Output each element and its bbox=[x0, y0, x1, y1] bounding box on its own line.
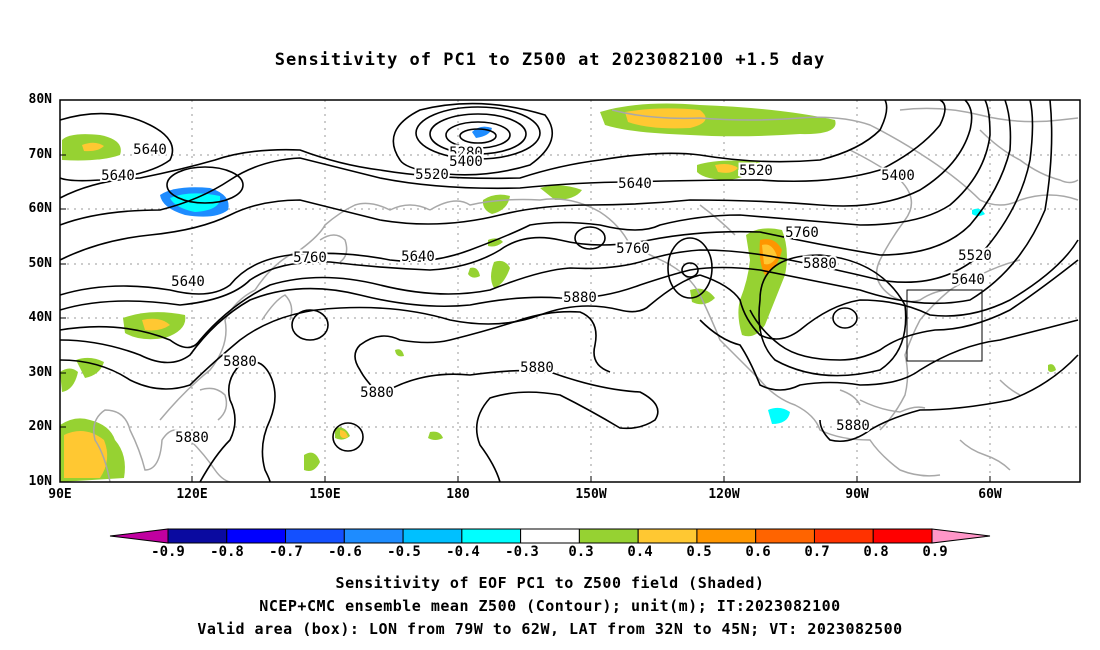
frame-ticks bbox=[60, 154, 991, 482]
colorbar-label: -0.5 bbox=[387, 544, 421, 560]
lat-label: 30N bbox=[28, 365, 52, 380]
colorbar-swatch bbox=[402, 528, 463, 544]
colorbar-swatch bbox=[637, 528, 698, 544]
colorbar-swatch bbox=[167, 528, 228, 544]
contour-label: 5400 bbox=[449, 154, 483, 170]
colorbar-label: -0.4 bbox=[446, 544, 480, 560]
contour-label: 5520 bbox=[415, 167, 449, 183]
lat-label: 70N bbox=[28, 147, 52, 162]
colorbar-label: 0.3 bbox=[568, 544, 594, 560]
contour-labels: 5280 5400 5520 5640 5640 5640 5640 5760 … bbox=[99, 140, 994, 448]
colorbar-label: -0.7 bbox=[269, 544, 303, 560]
contour-label: 5520 bbox=[958, 248, 992, 264]
colorbar-swatch bbox=[226, 528, 287, 544]
colorbar-label: 0.9 bbox=[922, 544, 948, 560]
colorbar-arrow-low bbox=[109, 528, 169, 544]
contour-label: 5880 bbox=[563, 290, 597, 306]
colorbar-label: 0.4 bbox=[627, 544, 653, 560]
colorbar-swatch bbox=[461, 528, 522, 544]
lat-label: 50N bbox=[28, 256, 52, 271]
contour-label: 5640 bbox=[101, 168, 135, 184]
contour-label: 5880 bbox=[520, 360, 554, 376]
colorbar-swatch bbox=[696, 528, 757, 544]
lat-label: 20N bbox=[28, 419, 52, 434]
lon-label: 90E bbox=[48, 487, 72, 502]
z500-contours bbox=[59, 99, 1079, 483]
colorbar-swatch bbox=[578, 528, 639, 544]
lat-label: 40N bbox=[28, 310, 52, 325]
lat-label: 60N bbox=[28, 201, 52, 216]
contour-label: 5880 bbox=[175, 430, 209, 446]
colorbar-label: -0.3 bbox=[505, 544, 539, 560]
colorbar-swatch bbox=[813, 528, 874, 544]
lon-label: 150E bbox=[309, 487, 341, 502]
contour-label: 5640 bbox=[171, 274, 205, 290]
caption-line-3: Valid area (box): LON from 79W to 62W, L… bbox=[197, 620, 903, 638]
colorbar-label: 0.7 bbox=[804, 544, 830, 560]
contour-label: 5880 bbox=[223, 354, 257, 370]
colorbar-label: -0.6 bbox=[328, 544, 362, 560]
colorbar bbox=[109, 528, 991, 544]
lat-label: 10N bbox=[28, 474, 52, 489]
lon-label: 60W bbox=[978, 487, 1002, 502]
colorbar-label: 0.5 bbox=[686, 544, 712, 560]
colorbar-swatch bbox=[520, 528, 580, 544]
colorbar-label: 0.6 bbox=[745, 544, 771, 560]
contour-label: 5280 bbox=[449, 145, 483, 161]
lon-label: 120E bbox=[176, 487, 208, 502]
contour-label: 5760 bbox=[293, 250, 327, 266]
contour-label: 5640 bbox=[618, 176, 652, 192]
contour-label: 5640 bbox=[951, 272, 985, 288]
colorbar-label: 0.8 bbox=[863, 544, 889, 560]
lon-label: 180 bbox=[446, 487, 470, 502]
contour-label: 5520 bbox=[739, 163, 773, 179]
lon-label: 90W bbox=[845, 487, 869, 502]
contour-label: 5760 bbox=[616, 241, 650, 257]
caption-line-2: NCEP+CMC ensemble mean Z500 (Contour); u… bbox=[259, 597, 841, 615]
lon-label: 150W bbox=[575, 487, 607, 502]
caption-line-1: Sensitivity of EOF PC1 to Z500 field (Sh… bbox=[335, 574, 765, 592]
map-frame bbox=[59, 99, 1081, 483]
colorbar-label: -0.9 bbox=[151, 544, 185, 560]
map-title: Sensitivity of PC1 to Z500 at 2023082100… bbox=[274, 50, 826, 70]
contour-label: 5880 bbox=[360, 385, 394, 401]
colorbar-swatch bbox=[343, 528, 404, 544]
contour-label: 5760 bbox=[785, 225, 819, 241]
lat-label: 80N bbox=[28, 92, 52, 107]
contour-label: 5400 bbox=[881, 168, 915, 184]
valid-area-box bbox=[906, 289, 983, 362]
colorbar-arrow-high bbox=[931, 528, 991, 544]
colorbar-swatch bbox=[755, 528, 815, 544]
contour-label: 5640 bbox=[133, 142, 167, 158]
contour-label: 5640 bbox=[401, 249, 435, 265]
contour-label: 5880 bbox=[803, 256, 837, 272]
contour-label: 5880 bbox=[836, 418, 870, 434]
lon-label: 120W bbox=[708, 487, 740, 502]
colorbar-swatch bbox=[285, 528, 345, 544]
colorbar-label: -0.8 bbox=[210, 544, 244, 560]
colorbar-swatch bbox=[872, 528, 933, 544]
